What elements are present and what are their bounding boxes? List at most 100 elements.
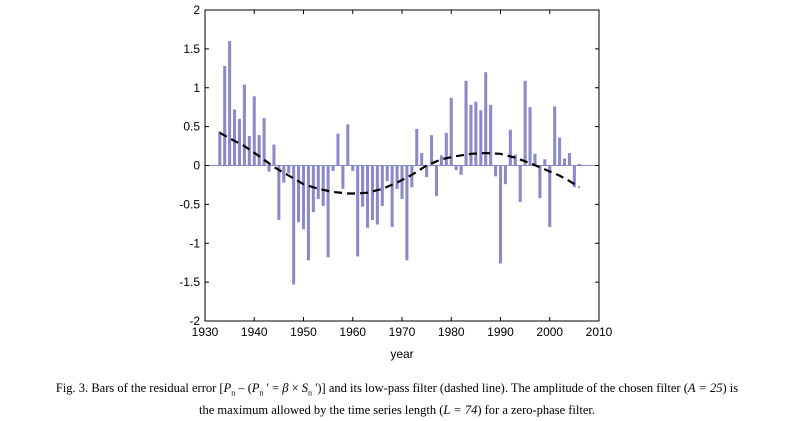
bar-1983 [464, 80, 468, 166]
y-axis: -2 -1.5 -1 -0.5 0 0.5 1 1.5 2 [179, 3, 599, 328]
bar-1939 [247, 135, 251, 166]
filter-line-group [219, 131, 580, 195]
x-tick-label-1940: 1940 [241, 325, 268, 339]
bar-2005 [572, 165, 576, 188]
bar-1982 [459, 165, 463, 175]
bar-1940 [252, 96, 256, 166]
low-pass-filter-line [219, 131, 580, 195]
bar-1934 [223, 65, 227, 166]
x-axis-label: year [390, 347, 413, 361]
bar-1938 [242, 84, 246, 166]
bar-1979 [444, 132, 448, 166]
x-tick-label-1980: 1980 [438, 325, 465, 339]
x-tick-label-2010: 2010 [586, 325, 613, 339]
bar-1987 [484, 72, 488, 166]
bar-1968 [390, 165, 394, 227]
bar-1955 [326, 165, 330, 258]
x-tick-label-1930: 1930 [192, 325, 219, 339]
bar-2003 [562, 158, 567, 166]
bar-1960 [351, 165, 355, 171]
bar-1996 [528, 107, 532, 166]
bar-1953 [316, 165, 320, 199]
bar-1956 [331, 165, 335, 171]
bar-1945 [277, 165, 281, 220]
bar-2002 [558, 137, 562, 166]
x-tick-label-1950: 1950 [290, 325, 317, 339]
bar-2006 [577, 163, 581, 166]
y-tick-label--1: -1 [189, 236, 200, 250]
bar-1951 [306, 165, 310, 261]
bar-1977 [434, 165, 439, 196]
bar-1942 [262, 118, 266, 166]
bar-1936 [233, 109, 237, 166]
bar-2001 [553, 106, 557, 166]
bar-1998 [538, 165, 542, 199]
bar-1957 [336, 133, 340, 166]
y-tick-label-1: 1 [193, 81, 200, 95]
y-tick-label-2: 2 [193, 3, 200, 17]
bar-1937 [237, 118, 242, 166]
bar-1976 [430, 135, 434, 166]
y-tick-label-0.5: 0.5 [183, 120, 200, 134]
bar-1950 [301, 165, 306, 230]
bar-1969 [395, 165, 399, 189]
y-tick-label-0: 0 [193, 159, 200, 173]
bar-1944 [272, 144, 276, 166]
y-tick-label--1.5: -1.5 [179, 275, 200, 289]
bar-1995 [523, 80, 527, 166]
caption-line-1: Fig. 3. Bars of the residual error [Pn –… [55, 381, 739, 398]
bar-1935 [228, 41, 232, 166]
bar-1993 [513, 154, 517, 166]
bar-1990 [498, 165, 503, 264]
bar-1985 [474, 101, 478, 166]
bar-1984 [469, 104, 473, 166]
bar-1933 [218, 131, 222, 166]
bar-1978 [439, 155, 443, 166]
y-tick-label--2: -2 [189, 314, 200, 328]
bar-1992 [508, 129, 512, 166]
bar-1970 [400, 165, 404, 199]
bar-1967 [385, 165, 389, 182]
bar-1989 [494, 165, 498, 177]
bar-2004 [567, 153, 571, 166]
figure-caption: Fig. 3. Bars of the residual error [Pn –… [6, 380, 788, 419]
chart: 1930 1940 1950 1960 1970 1980 1990 2000 2010 -2-… [179, 3, 613, 361]
bar-1980 [449, 97, 453, 166]
bar-1952 [311, 165, 315, 213]
bar-1971 [405, 165, 409, 261]
x-tick-label-1960: 1960 [339, 325, 366, 339]
bar-1947 [287, 165, 291, 174]
bar-1958 [341, 165, 345, 189]
bar-1972 [410, 165, 414, 188]
bar-1963 [365, 165, 370, 228]
y-tick-label-1.5: 1.5 [183, 42, 200, 56]
bar-1959 [346, 124, 350, 166]
x-tick-label-2000: 2000 [536, 325, 563, 339]
bar-1973 [415, 128, 419, 166]
bar-1974 [420, 153, 424, 166]
y-tick-label--0.5: -0.5 [179, 197, 200, 211]
x-tick-label-1990: 1990 [487, 325, 514, 339]
x-tick-label-1970: 1970 [389, 325, 416, 339]
bar-1986 [479, 110, 483, 166]
bar-1994 [518, 165, 522, 203]
bar-1999 [543, 159, 547, 166]
bar-1988 [489, 104, 493, 166]
bar-1941 [257, 135, 261, 166]
bar-1965 [375, 165, 379, 225]
bar-1997 [533, 153, 537, 166]
bar-1975 [425, 165, 429, 178]
bar-1961 [356, 165, 360, 257]
bar-1964 [370, 165, 374, 220]
bar-1946 [282, 165, 286, 183]
bar-1966 [380, 165, 384, 206]
bar-1954 [321, 165, 325, 206]
bar-1962 [361, 165, 365, 207]
bar-1991 [503, 165, 507, 185]
bar-series [205, 41, 599, 285]
bar-1948 [292, 165, 296, 285]
bar-1943 [267, 165, 271, 172]
bar-2000 [548, 165, 552, 227]
x-axis: 1930 1940 1950 1960 1970 1980 1990 2000 2010 [192, 10, 613, 339]
caption-line-2: the maximum allowed by the time series l… [199, 402, 595, 417]
